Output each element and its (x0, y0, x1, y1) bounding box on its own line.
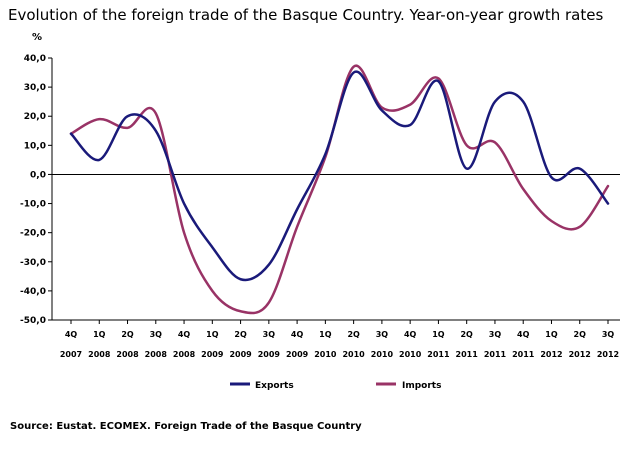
x-tick-label-year: 2009 (229, 350, 252, 359)
x-tick-label-year: 2008 (173, 350, 196, 359)
x-tick-label-quarter: 1Q (545, 330, 558, 339)
y-axis-unit-label: % (32, 32, 43, 43)
x-tick-label-year: 2010 (371, 350, 394, 359)
x-tick-label-year: 2009 (286, 350, 309, 359)
x-tick-label-year: 2010 (342, 350, 365, 359)
x-tick-label-quarter: 4Q (517, 330, 530, 339)
x-tick-label-year: 2010 (314, 350, 337, 359)
y-tick-label: 10,0 (24, 141, 46, 151)
x-tick-label-quarter: 2Q (347, 330, 360, 339)
x-tick-label-year: 2009 (201, 350, 224, 359)
x-tick-label-year: 2009 (258, 350, 281, 359)
chart-title: Evolution of the foreign trade of the Ba… (8, 6, 604, 24)
series-line-imports (69, 64, 610, 315)
x-tick-label-year: 2008 (88, 350, 111, 359)
y-tick-label: -30,0 (20, 258, 46, 268)
x-tick-label-year: 2007 (60, 350, 82, 359)
x-tick-label-year: 2011 (427, 350, 450, 359)
x-tick-label-year: 2012 (597, 350, 619, 359)
x-tick-label-year: 2012 (540, 350, 562, 359)
x-tick-label-quarter: 3Q (489, 330, 502, 339)
x-tick-label-quarter: 3Q (150, 330, 163, 339)
x-tick-label-quarter: 4Q (404, 330, 417, 339)
y-tick-label: 20,0 (24, 112, 46, 122)
y-tick-label: 0,0 (30, 170, 46, 180)
x-tick-label-quarter: 4Q (65, 330, 78, 339)
y-tick-label: -40,0 (20, 287, 46, 297)
x-tick-label-quarter: 1Q (432, 330, 445, 339)
x-tick-label-quarter: 4Q (291, 330, 304, 339)
x-tick-label-quarter: 2Q (121, 330, 134, 339)
y-tick-label: -10,0 (20, 200, 46, 210)
x-tick-label-quarter: 4Q (178, 330, 191, 339)
series-line-exports (69, 70, 610, 282)
x-tick-label-quarter: 1Q (206, 330, 219, 339)
x-tick-label-year: 2011 (484, 350, 507, 359)
x-tick-label-quarter: 2Q (460, 330, 473, 339)
x-tick-label-year: 2008 (116, 350, 139, 359)
y-tick-label: -20,0 (20, 229, 46, 239)
y-tick-label: -50,0 (20, 316, 46, 326)
x-tick-label-quarter: 3Q (602, 330, 615, 339)
x-tick-label-quarter: 1Q (319, 330, 332, 339)
x-tick-label-quarter: 3Q (263, 330, 276, 339)
x-tick-label-year: 2012 (569, 350, 591, 359)
y-tick-label: 30,0 (24, 83, 46, 93)
x-tick-label-year: 2011 (512, 350, 535, 359)
x-tick-label-quarter: 2Q (574, 330, 587, 339)
x-tick-label-year: 2010 (399, 350, 422, 359)
legend-label-imports: Imports (402, 381, 441, 391)
x-tick-label-year: 2011 (456, 350, 479, 359)
x-tick-label-year: 2008 (145, 350, 168, 359)
source-note: Source: Eustat. ECOMEX. Foreign Trade of… (10, 421, 362, 432)
legend-label-exports: Exports (255, 381, 294, 391)
x-tick-label-quarter: 1Q (93, 330, 106, 339)
x-tick-label-quarter: 2Q (234, 330, 247, 339)
y-tick-label: 40,0 (24, 54, 46, 64)
x-tick-label-quarter: 3Q (376, 330, 389, 339)
